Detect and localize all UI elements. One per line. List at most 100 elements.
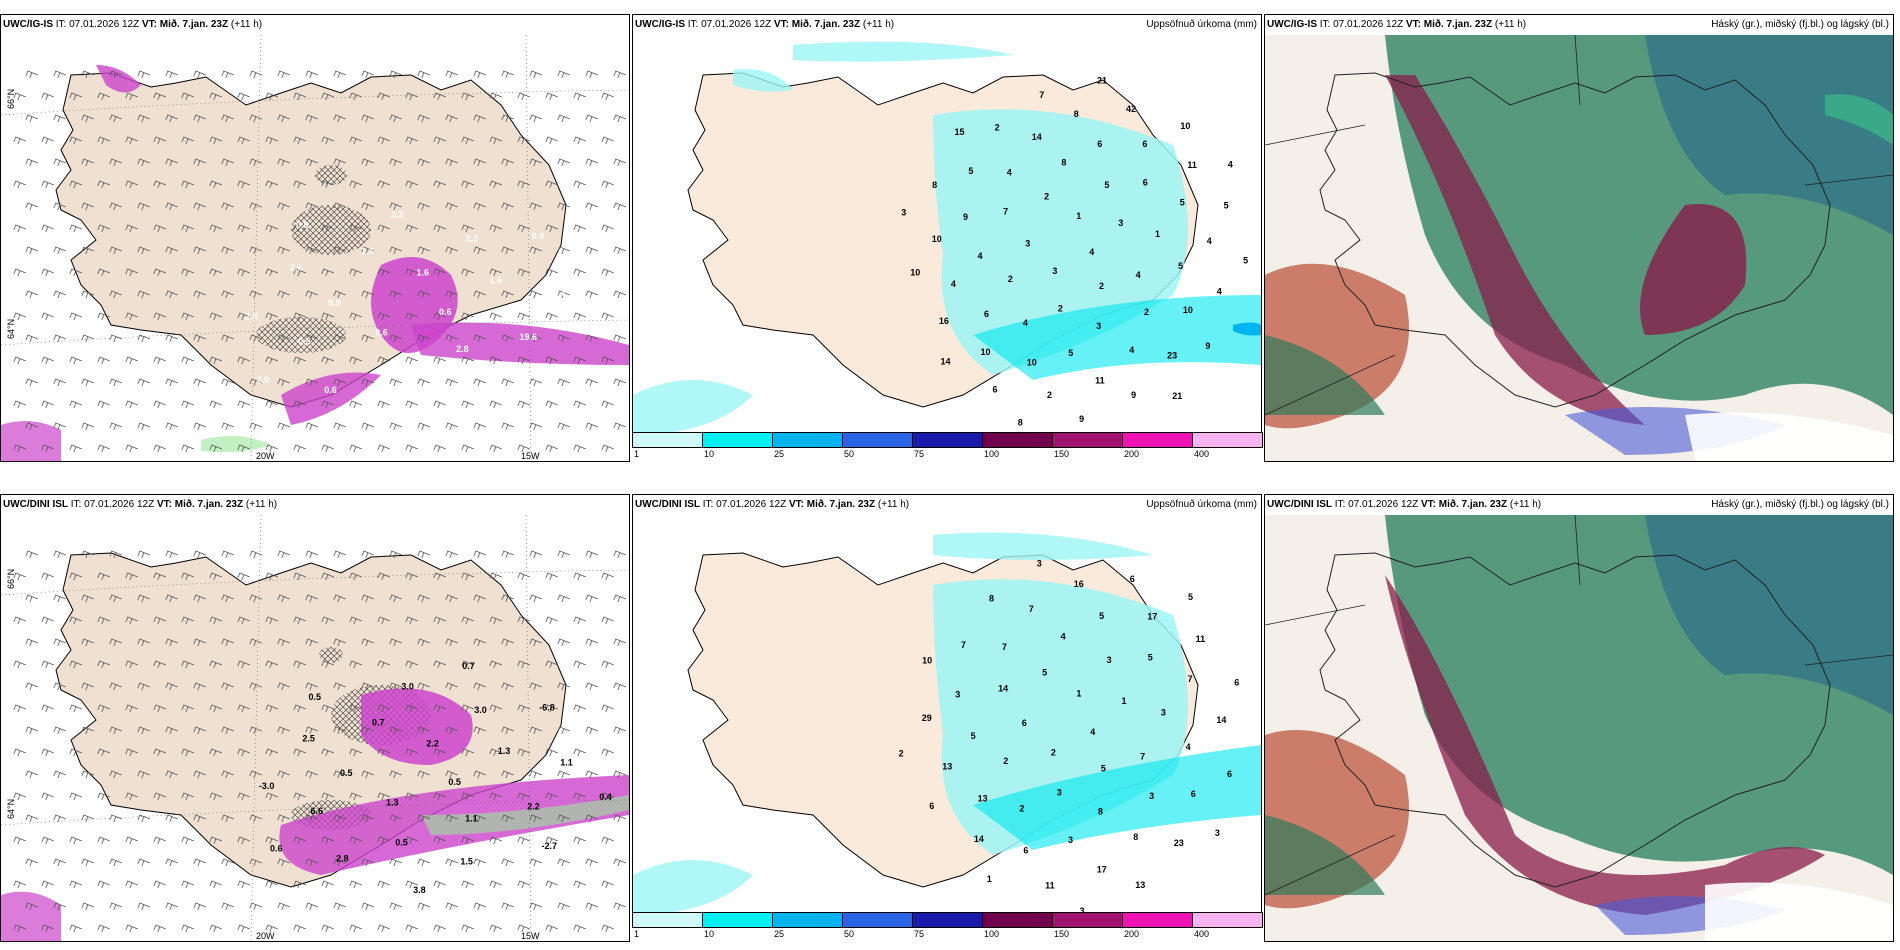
wind-barb xyxy=(545,356,558,365)
wind-barb xyxy=(461,704,474,713)
map-value-label: 4 xyxy=(1207,236,1212,246)
wind-barb xyxy=(433,356,446,365)
wind-barb xyxy=(613,858,626,867)
wind-barbs xyxy=(13,550,626,933)
map-value-label: 15 xyxy=(955,127,965,137)
wind-barb xyxy=(265,748,278,757)
wind-barb xyxy=(109,814,122,823)
wind-barb xyxy=(473,814,486,823)
wind-barb xyxy=(601,748,614,757)
wind-barb xyxy=(265,660,278,669)
wind-barb xyxy=(585,726,598,735)
map-value-label: 16 xyxy=(939,316,949,326)
wind-barb xyxy=(153,616,166,625)
wind-barb xyxy=(25,70,38,79)
wind-barb xyxy=(321,312,334,321)
wind-barb xyxy=(181,136,194,145)
wind-barb xyxy=(221,246,234,255)
wind-barb xyxy=(69,616,82,625)
wind-barb xyxy=(249,158,262,167)
wind-barb xyxy=(237,924,250,933)
wind-barb xyxy=(69,268,82,277)
cloud-title: Háský (gr.), miðský (fj.bl.) og lágský (… xyxy=(1711,499,1889,510)
wind-barb xyxy=(461,792,474,801)
wind-barb xyxy=(333,290,346,299)
wind-barb xyxy=(573,836,586,845)
wind-barb xyxy=(265,836,278,845)
map-value-label: 6 xyxy=(1022,718,1027,728)
wind-barb xyxy=(601,400,614,409)
wind-barb xyxy=(97,92,110,101)
wind-barb xyxy=(361,70,374,79)
wind-barb xyxy=(473,726,486,735)
wind-barb xyxy=(613,378,626,387)
wind-barb xyxy=(461,836,474,845)
wind-barb xyxy=(277,114,290,123)
valid-time: Mið. 7.jan. 23Z xyxy=(159,19,229,30)
colorbar-segment xyxy=(842,912,913,928)
wind-barb xyxy=(69,312,82,321)
wind-barb xyxy=(69,356,82,365)
wind-barb xyxy=(333,594,346,603)
wind-barb xyxy=(181,356,194,365)
wind-barb xyxy=(489,792,502,801)
wind-barb xyxy=(529,114,542,123)
wind-barb xyxy=(69,444,82,453)
wind-barb xyxy=(249,246,262,255)
map-value-label: 9 xyxy=(1079,414,1084,424)
map-value-label: 1.1 xyxy=(403,417,416,427)
wind-barb xyxy=(265,400,278,409)
colorbar-segment xyxy=(702,432,773,448)
map-value-label: 0.5 xyxy=(309,692,322,702)
colorbar-segment xyxy=(772,912,843,928)
wind-barb xyxy=(25,550,38,559)
map-value-label: 3 xyxy=(1080,906,1085,916)
wind-barb xyxy=(265,616,278,625)
wind-barb xyxy=(361,246,374,255)
map-value-label: 21 xyxy=(1097,75,1107,85)
wind-barb xyxy=(165,858,178,867)
cloud-panel-top: UWC/IG-IS IT: 07.01.2026 12Z VT: Mið. 7.… xyxy=(1264,14,1894,462)
wind-barb xyxy=(137,70,150,79)
wind-barb xyxy=(137,902,150,911)
wind-barb xyxy=(585,422,598,431)
wind-barb xyxy=(585,202,598,211)
wind-barb xyxy=(545,224,558,233)
boundary-lines xyxy=(1265,35,1893,416)
wind-barb xyxy=(81,70,94,79)
wind-barb xyxy=(349,660,362,669)
wind-barb xyxy=(265,704,278,713)
wind-barb xyxy=(237,704,250,713)
wind-barb xyxy=(545,136,558,145)
wind-barb xyxy=(613,726,626,735)
issue-time: IT: 07.01.2026 12Z xyxy=(702,499,787,510)
colorbar-tick-label: 150 xyxy=(1054,929,1070,939)
wind-barb xyxy=(69,836,82,845)
map-value-label: 1.1 xyxy=(560,758,573,768)
wind-barb xyxy=(601,924,614,933)
wind-barb xyxy=(165,422,178,431)
colorbar-segment xyxy=(1052,432,1123,448)
map-value-label: 3 xyxy=(1118,218,1123,228)
wind-barb xyxy=(153,356,166,365)
wind-barb xyxy=(601,880,614,889)
model-label: UWC/DINI ISL xyxy=(635,499,700,510)
wind-barb xyxy=(585,378,598,387)
map-value-label: 4 xyxy=(1217,286,1222,296)
wind-barb xyxy=(557,682,570,691)
wind-barb xyxy=(349,616,362,625)
wind-barb xyxy=(221,422,234,431)
colorbar-segment xyxy=(982,432,1053,448)
wind-barb xyxy=(461,92,474,101)
map-value-label: 1 xyxy=(1155,229,1160,239)
wind-barbs xyxy=(13,70,626,453)
wind-barb xyxy=(461,880,474,889)
colorbar-tick-label: 75 xyxy=(914,929,925,939)
wind-barb xyxy=(557,334,570,343)
wind-barb xyxy=(601,616,614,625)
map-value-label: 11 xyxy=(1196,634,1206,644)
map-value-label: 4 xyxy=(1186,742,1191,752)
map-value-label: 7 xyxy=(961,640,966,650)
wind-barb xyxy=(277,378,290,387)
wind-barb xyxy=(349,180,362,189)
